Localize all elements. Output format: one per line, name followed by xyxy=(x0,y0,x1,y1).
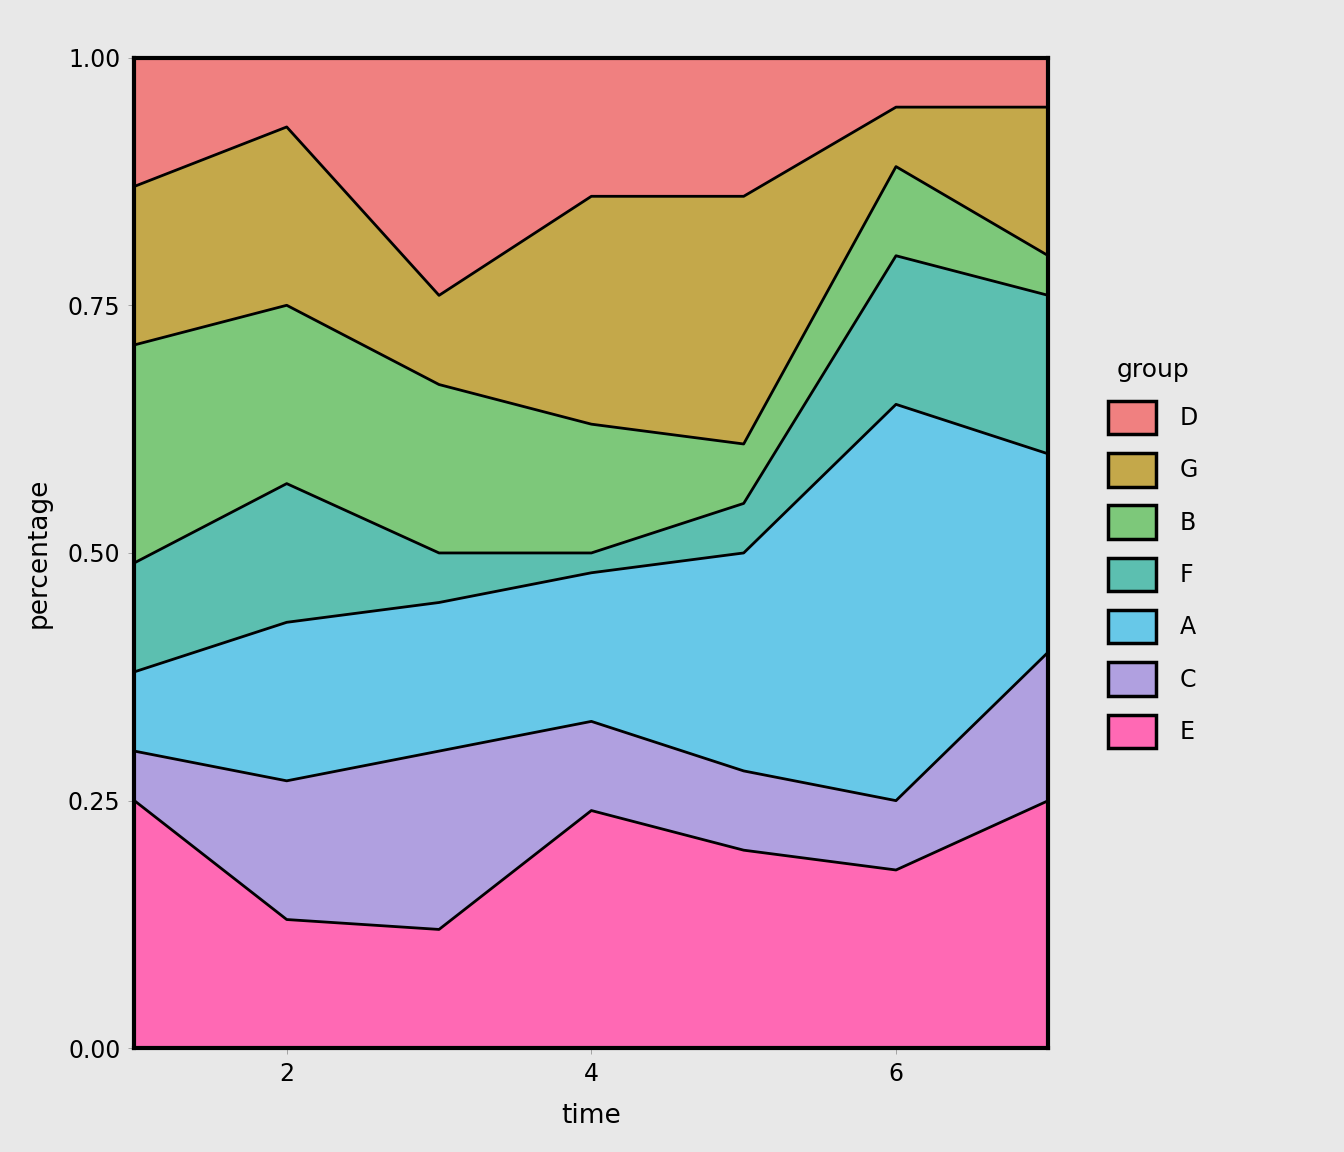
Y-axis label: percentage: percentage xyxy=(26,478,51,628)
X-axis label: time: time xyxy=(562,1102,621,1129)
Legend: D, G, B, F, A, C, E: D, G, B, F, A, C, E xyxy=(1097,346,1210,760)
